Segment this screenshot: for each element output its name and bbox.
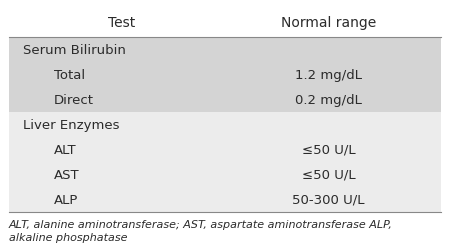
Bar bbox=[9, 187, 441, 212]
Text: ALP: ALP bbox=[54, 193, 78, 206]
Bar bbox=[9, 87, 441, 112]
Bar bbox=[9, 162, 441, 187]
Text: ALT: ALT bbox=[54, 143, 77, 156]
Bar bbox=[9, 137, 441, 162]
Text: AST: AST bbox=[54, 168, 80, 181]
Text: Test: Test bbox=[108, 16, 135, 30]
Bar bbox=[9, 63, 441, 87]
Text: ≤50 U/L: ≤50 U/L bbox=[302, 143, 356, 156]
Text: Normal range: Normal range bbox=[281, 16, 376, 30]
Bar bbox=[9, 38, 441, 63]
Text: ≤50 U/L: ≤50 U/L bbox=[302, 168, 356, 181]
Text: ALT, alanine aminotransferase; AST, aspartate aminotransferase ALP,
alkaline pho: ALT, alanine aminotransferase; AST, aspa… bbox=[9, 219, 393, 242]
Text: Total: Total bbox=[54, 69, 85, 82]
Bar bbox=[9, 112, 441, 137]
Text: Liver Enzymes: Liver Enzymes bbox=[22, 118, 119, 131]
Text: Direct: Direct bbox=[54, 93, 94, 106]
Text: 0.2 mg/dL: 0.2 mg/dL bbox=[295, 93, 362, 106]
Text: 1.2 mg/dL: 1.2 mg/dL bbox=[295, 69, 362, 82]
Text: 50-300 U/L: 50-300 U/L bbox=[292, 193, 365, 206]
Text: Serum Bilirubin: Serum Bilirubin bbox=[22, 44, 126, 57]
